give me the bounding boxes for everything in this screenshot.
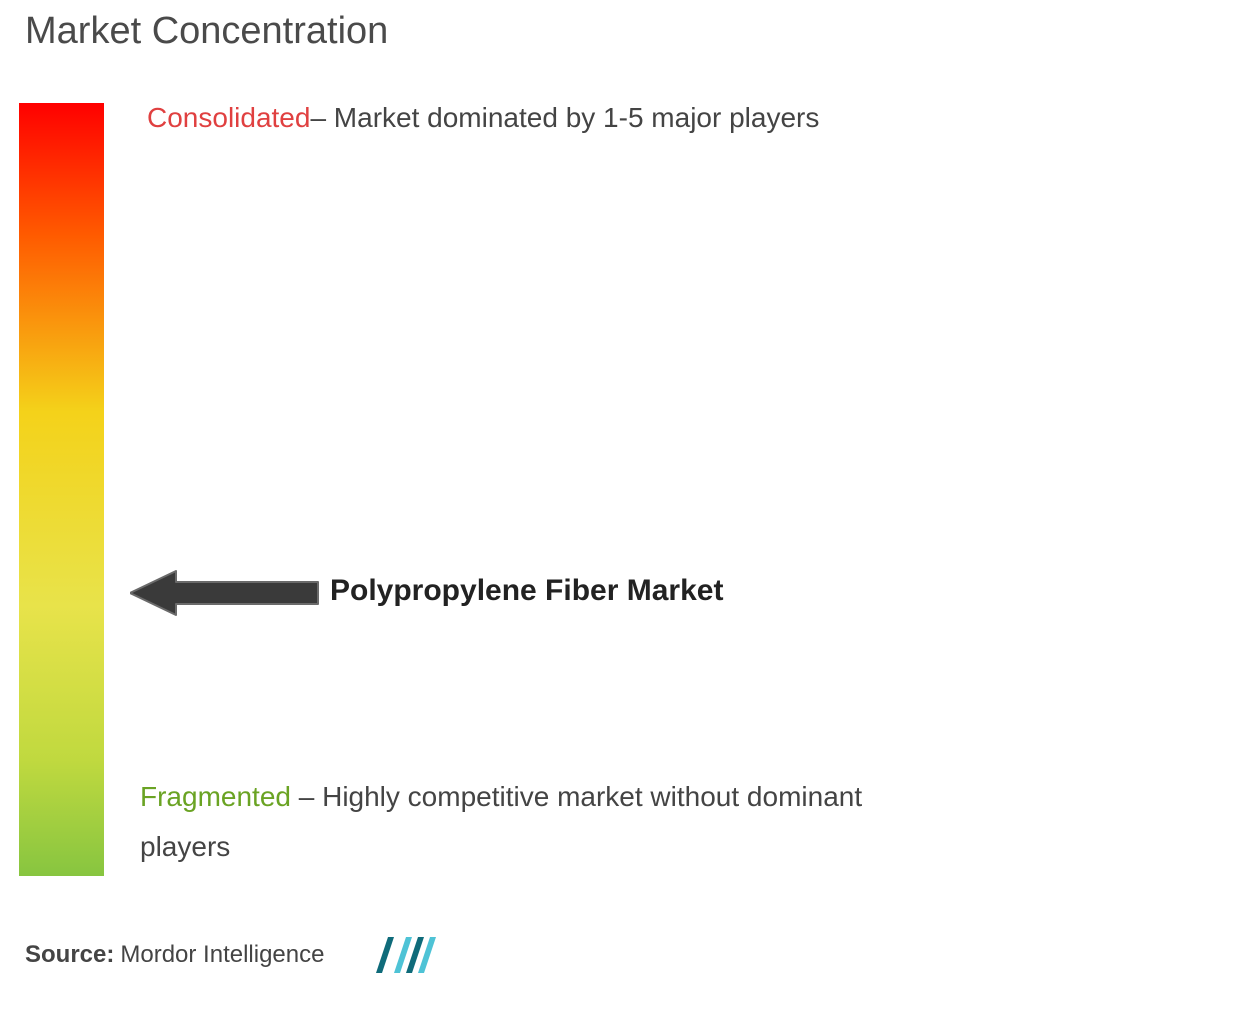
consolidated-desc: – Market dominated by 1-5 major players <box>310 102 819 133</box>
marker-arrow-icon <box>130 567 320 619</box>
page-title: Market Concentration <box>25 10 388 53</box>
fragmented-label-row: Fragmented – Highly competitive market w… <box>140 772 900 873</box>
source-label: Source: <box>25 941 114 969</box>
fragmented-key: Fragmented <box>140 781 291 812</box>
concentration-gradient-bar <box>19 103 104 876</box>
market-name-label: Polypropylene Fiber Market <box>330 574 723 608</box>
consolidated-label-row: Consolidated– Market dominated by 1-5 ma… <box>147 100 819 136</box>
source-value: Mordor Intelligence <box>120 941 324 969</box>
consolidated-key: Consolidated <box>147 102 310 133</box>
mordor-logo-icon <box>374 933 440 977</box>
source-row: Source: Mordor Intelligence <box>25 933 440 977</box>
